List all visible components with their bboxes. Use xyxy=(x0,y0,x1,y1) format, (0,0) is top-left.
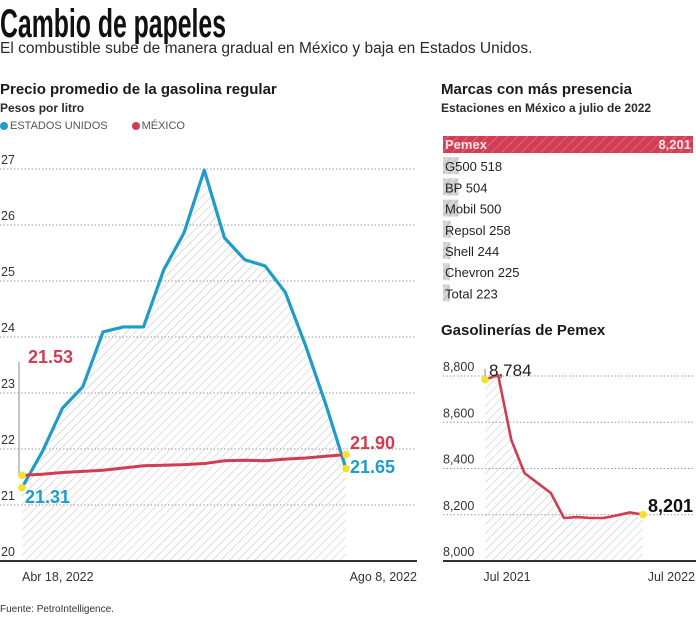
y-tick-label: 25 xyxy=(1,265,15,279)
legend-label-mexico: MÉXICO xyxy=(141,120,185,132)
legend-item-us: ESTADOS UNIDOS xyxy=(0,120,108,132)
legend-label-us: ESTADOS UNIDOS xyxy=(10,120,108,132)
bar-label-total: Total 223 xyxy=(445,286,498,301)
bar-value-mobil: 500 xyxy=(480,202,502,217)
mexico-start-label: 21.53 xyxy=(28,347,73,367)
bar-pemex xyxy=(443,136,693,153)
brands-chart-title: Marcas con más presencia xyxy=(441,81,632,98)
x-tick-label-end: Jul 2022 xyxy=(648,570,695,584)
y-tick-label: 22 xyxy=(1,433,15,447)
bar-repsol xyxy=(443,220,451,238)
us-start-label: 21.31 xyxy=(25,487,70,507)
bar-category-bp: BP xyxy=(445,180,462,195)
bar-category-shell: Shell xyxy=(445,244,474,259)
y-tick-label: 20 xyxy=(1,545,15,559)
page-title-container: Cambio de papeles xyxy=(0,2,226,44)
bar-label-mobil: Mobil 500 xyxy=(445,202,501,217)
price-line-chart: 20 21 22 23 24 25 26 27 21.53 21.31 21.90 21.65 Abr … xyxy=(0,153,417,584)
pemex-line-chart: 8,000 8,200 8,400 8,600 8,800 8,784 8,201 Jul 2… xyxy=(443,360,696,584)
bar-label-chevron: Chevron 225 xyxy=(445,265,519,280)
bar-value-repsol: 258 xyxy=(489,223,511,238)
bar-chevron xyxy=(443,263,450,281)
bar-category-total: Total xyxy=(445,286,473,301)
highlight-dot xyxy=(18,471,26,480)
bar-label-shell: Shell 244 xyxy=(445,244,499,259)
y-tick-label: 24 xyxy=(1,321,15,335)
legend: ESTADOS UNIDOS MÉXICO xyxy=(0,120,209,132)
page-subtitle: El combustible sube de manera gradual en… xyxy=(0,40,533,57)
bar-label-g500: G500 518 xyxy=(445,159,502,174)
y-tick-label: 8,200 xyxy=(443,499,474,513)
pemex-end-label: 8,201 xyxy=(648,496,693,516)
bar-value-bp: 504 xyxy=(466,180,488,195)
bar-mobil xyxy=(443,199,459,217)
pemex-chart-title: Gasolinerías de Pemex xyxy=(441,322,606,339)
bar-total xyxy=(443,284,450,302)
left-chart-title: Precio promedio de la gasolina regular xyxy=(0,81,277,98)
y-tick-label: 8,600 xyxy=(443,406,474,420)
bar-value-g500: 518 xyxy=(480,159,502,174)
bar-value-shell: 244 xyxy=(478,244,500,259)
y-tick-label: 26 xyxy=(1,209,15,223)
mexico-end-label: 21.90 xyxy=(350,433,395,453)
y-tick-label: 8,800 xyxy=(443,360,474,374)
legend-item-mexico: MÉXICO xyxy=(131,120,185,132)
bar-bp xyxy=(443,178,459,196)
y-tick-label: 8,400 xyxy=(443,453,474,467)
y-tick-label: 27 xyxy=(1,153,15,167)
legend-dot-mexico-icon xyxy=(131,122,140,130)
bar-value-total: 223 xyxy=(476,286,498,301)
us-end-label: 21.65 xyxy=(350,457,395,477)
bar-value-chevron: 225 xyxy=(498,265,520,280)
mexico-price-line xyxy=(21,453,347,477)
highlight-dot xyxy=(481,375,489,384)
bar-category-chevron: Chevron xyxy=(445,265,494,280)
legend-dot-us-icon xyxy=(0,122,8,130)
brands-bar-chart: Pemex 8,201 G500 518 BP 504 Mobil 500 Repsol … xyxy=(443,136,693,302)
page-title: Cambio de papeles xyxy=(0,2,226,44)
x-tick-label-end: Ago 8, 2022 xyxy=(350,570,417,584)
source-note: Fuente: PetroIntelligence. xyxy=(0,604,114,615)
brands-chart-subtitle: Estaciones en México a julio de 2022 xyxy=(441,101,652,115)
y-tick-label: 8,000 xyxy=(443,545,474,559)
highlight-dot xyxy=(342,464,350,473)
us-price-line xyxy=(20,168,348,489)
bar-category-g500: G500 xyxy=(445,159,477,174)
bar-g500 xyxy=(443,157,459,175)
bar-value-pemex: 8,201 xyxy=(658,137,691,152)
pemex-area xyxy=(485,375,643,561)
highlight-dot xyxy=(342,450,350,459)
x-tick-label-start: Abr 18, 2022 xyxy=(22,570,94,584)
x-tick-label-start: Jul 2021 xyxy=(483,570,530,584)
highlight-dot xyxy=(18,483,26,492)
bar-label-bp: BP 504 xyxy=(445,180,487,195)
pemex-stations-line xyxy=(484,373,644,520)
y-tick-label: 21 xyxy=(1,489,15,503)
y-tick-label: 23 xyxy=(1,377,15,391)
left-chart-unit: Pesos por litro xyxy=(0,101,85,115)
highlight-dot xyxy=(639,510,647,519)
bar-category-repsol: Repsol xyxy=(445,223,486,238)
pemex-start-label: 8,784 xyxy=(489,361,532,380)
bar-label-pemex: Pemex xyxy=(445,137,488,152)
bar-label-repsol: Repsol 258 xyxy=(445,223,511,238)
bar-shell xyxy=(443,242,451,259)
bar-category-mobil: Mobil xyxy=(445,202,476,217)
